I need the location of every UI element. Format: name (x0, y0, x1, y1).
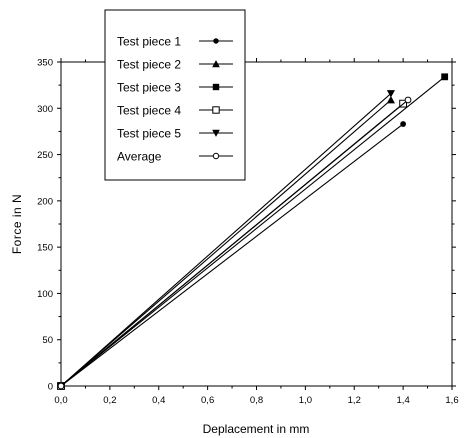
data-point-1 (400, 121, 407, 127)
x-tick-label: 0,6 (201, 395, 214, 406)
x-tick-label: 0,8 (250, 395, 263, 406)
series-lines (56, 73, 449, 391)
x-tick-label: 1,4 (397, 395, 410, 406)
y-axis-label: Force in N (10, 194, 24, 254)
x-tick-label: 1,2 (348, 395, 361, 406)
legend-box (104, 9, 246, 181)
y-tick-label: 0 (48, 382, 53, 393)
y-tick-label: 150 (37, 243, 53, 254)
series-line-2 (60, 99, 392, 387)
x-tick-label: 0,2 (103, 395, 116, 406)
data-point-5 (386, 90, 395, 98)
x-axis-label: Deplacement in mm (203, 422, 310, 436)
series-line-3 (60, 76, 446, 387)
legend-marker-6 (212, 152, 220, 160)
y-tick-label: 50 (42, 335, 53, 346)
y-tick-label: 300 (37, 104, 53, 115)
legend: Test piece 1 Test piece 2 Test piece 3 Test… (104, 9, 246, 181)
data-point-6 (57, 382, 65, 390)
legend-label-3: Test piece 3 (117, 81, 181, 95)
y-tick-label: 100 (37, 289, 53, 300)
x-tick-label: 0,4 (152, 395, 165, 406)
legend-marker-2 (212, 60, 220, 68)
legend-label-1: Test piece 1 (117, 35, 181, 49)
x-tick-label: 1,0 (299, 395, 312, 406)
legend-marker-5 (212, 129, 220, 137)
legend-marker-1 (213, 38, 219, 44)
x-tick-label: 1,6 (445, 395, 458, 406)
legend-label-5: Test piece 5 (117, 127, 181, 141)
series-line-1 (60, 123, 404, 387)
series-line-6 (60, 99, 409, 387)
x-tick-label: 0,0 (54, 395, 67, 406)
y-tick-label: 350 (37, 58, 53, 69)
data-point-3 (441, 73, 449, 81)
y-tick-label: 200 (37, 196, 53, 207)
legend-label-6: Average (117, 150, 162, 164)
data-point-6 (404, 96, 412, 104)
legend-marker-3 (212, 83, 220, 91)
y-tick-label: 250 (37, 150, 53, 161)
series-line-5 (60, 93, 392, 387)
ticks: 0,0 0,2 0,4 0,6 0,8 1,0 1,2 1,4 1,6 0 50 100 150 200 2… (37, 58, 458, 407)
legend-marker-4 (212, 106, 220, 114)
legend-label-2: Test piece 2 (117, 58, 181, 72)
legend-label-4: Test piece 4 (117, 104, 181, 118)
data-point-2 (386, 95, 395, 104)
